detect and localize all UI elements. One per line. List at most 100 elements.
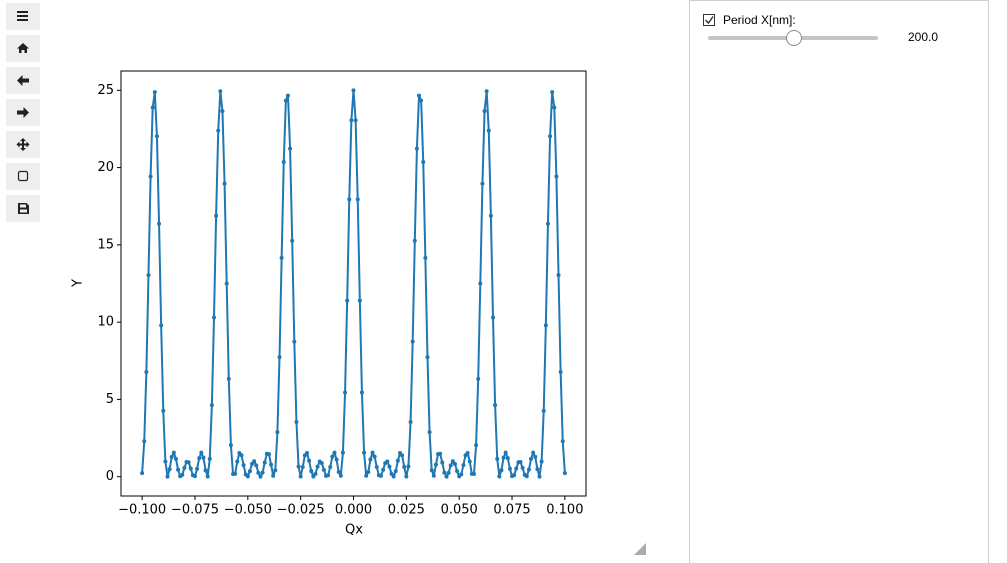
data-point	[275, 430, 280, 435]
data-point	[385, 459, 390, 464]
data-point	[186, 460, 191, 465]
data-point	[207, 456, 212, 461]
data-point	[169, 454, 174, 459]
data-point	[330, 454, 335, 459]
data-point	[526, 467, 531, 472]
checkmark	[705, 16, 714, 25]
data-point	[309, 469, 314, 474]
data-point	[220, 109, 225, 114]
data-point	[461, 463, 466, 468]
data-point	[507, 466, 512, 471]
data-point	[292, 339, 297, 344]
data-point	[406, 464, 411, 469]
data-point	[427, 430, 432, 435]
data-point	[195, 466, 200, 471]
data-point	[157, 221, 162, 226]
data-point	[150, 105, 155, 110]
x-axis-label: Qx	[345, 523, 363, 538]
x-tick-label: −0.075	[171, 503, 219, 518]
data-point	[359, 390, 364, 395]
data-point	[281, 160, 286, 165]
data-point	[501, 455, 506, 460]
data-point	[417, 93, 422, 98]
data-point	[499, 468, 504, 473]
data-point	[146, 273, 151, 278]
data-point	[298, 474, 303, 479]
data-point	[351, 88, 356, 93]
data-point	[465, 451, 470, 456]
data-point	[260, 470, 265, 475]
data-point	[552, 105, 557, 110]
data-point	[241, 463, 246, 468]
data-point	[214, 213, 219, 218]
x-tick-label: −0.050	[224, 503, 272, 518]
data-point	[313, 471, 318, 476]
y-tick-label: 10	[97, 315, 114, 330]
data-point	[400, 453, 405, 458]
data-point	[328, 464, 333, 469]
checkbox[interactable]	[703, 14, 715, 26]
data-point	[233, 471, 238, 476]
data-point	[254, 463, 259, 468]
data-point	[315, 464, 320, 469]
data-point	[529, 456, 534, 461]
data-point	[459, 472, 464, 477]
data-point	[387, 464, 392, 469]
data-point	[347, 197, 352, 202]
data-point	[247, 469, 252, 474]
data-point	[224, 281, 229, 286]
data-point	[209, 403, 214, 408]
data-point	[283, 98, 288, 103]
data-point	[296, 464, 301, 469]
data-point	[537, 474, 542, 479]
data-point	[294, 419, 299, 424]
data-point	[197, 456, 202, 461]
x-tick-label: −0.100	[118, 503, 166, 518]
data-point	[252, 459, 257, 464]
data-point	[533, 454, 538, 459]
data-point	[558, 370, 563, 375]
data-point	[421, 160, 426, 165]
data-point	[423, 255, 428, 260]
data-point	[212, 315, 216, 320]
data-point	[355, 197, 360, 202]
data-point	[245, 474, 250, 479]
data-point	[505, 456, 510, 461]
data-point	[478, 281, 483, 286]
data-point	[262, 460, 267, 465]
data-point	[256, 470, 261, 475]
data-point	[550, 90, 555, 95]
data-point	[334, 457, 339, 462]
data-point	[366, 470, 371, 475]
data-point	[476, 376, 481, 381]
data-point	[222, 181, 227, 186]
data-point	[408, 419, 413, 424]
data-point	[205, 474, 210, 479]
data-point	[269, 462, 274, 467]
data-point	[455, 469, 460, 474]
data-point	[410, 339, 415, 344]
data-point	[201, 455, 206, 460]
data-point	[226, 376, 231, 381]
slider-handle[interactable]	[786, 30, 802, 46]
resize-handle[interactable]	[634, 543, 646, 555]
data-point	[560, 439, 565, 444]
y-tick-label: 25	[97, 83, 114, 98]
data-point	[393, 469, 398, 474]
data-point	[378, 473, 383, 478]
data-point	[345, 298, 350, 303]
data-point	[486, 128, 491, 133]
data-point	[188, 466, 193, 471]
data-point	[404, 474, 409, 479]
data-point	[471, 472, 476, 477]
data-point	[391, 474, 396, 479]
data-point	[142, 439, 147, 444]
zoom-button[interactable]	[6, 163, 40, 190]
data-point	[167, 467, 172, 472]
data-point	[199, 450, 204, 455]
data-point	[326, 473, 331, 478]
data-point	[285, 93, 290, 98]
data-point	[258, 474, 263, 479]
toolbar	[6, 3, 40, 222]
